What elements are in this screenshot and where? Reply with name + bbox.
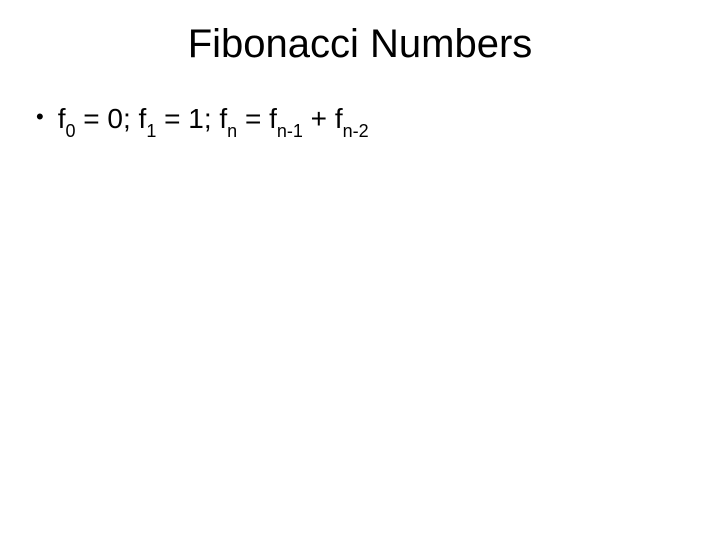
bullet-item: • f0 = 0; f1 = 1; fn = fn-1 + fn-2 — [36, 101, 720, 141]
term-fn2-sub: n-2 — [343, 121, 369, 141]
sep-1: = 0; — [76, 103, 139, 134]
slide-body: • f0 = 0; f1 = 1; fn = fn-1 + fn-2 — [0, 67, 720, 141]
term-fn2-base: f — [335, 103, 343, 134]
term-fn-sub: n — [227, 121, 237, 141]
slide: Fibonacci Numbers • f0 = 0; f1 = 1; fn =… — [0, 0, 720, 540]
sep-3: = — [237, 103, 269, 134]
term-fn-base: f — [219, 103, 227, 134]
bullet-dot-icon: • — [36, 101, 58, 132]
term-fn1-sub: n-1 — [277, 121, 303, 141]
sep-2: = 1; — [156, 103, 219, 134]
term-f0-sub: 0 — [65, 121, 75, 141]
sep-4: + — [303, 103, 335, 134]
term-f1-sub: 1 — [146, 121, 156, 141]
term-fn1-base: f — [269, 103, 277, 134]
fibonacci-formula: f0 = 0; f1 = 1; fn = fn-1 + fn-2 — [58, 101, 369, 141]
slide-title: Fibonacci Numbers — [0, 0, 720, 67]
